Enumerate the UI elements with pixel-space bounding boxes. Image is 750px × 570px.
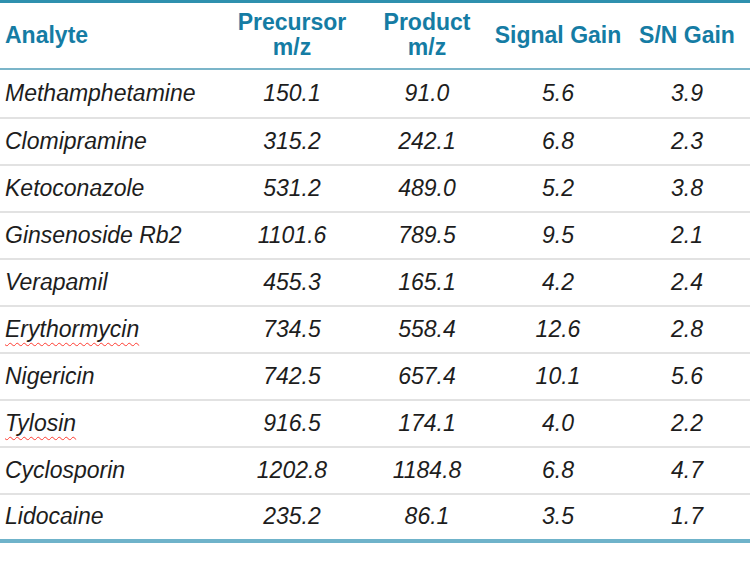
precursor-mz-cell: 150.1 [222, 69, 362, 118]
product-mz-cell: 165.1 [362, 259, 492, 306]
column-header-product-mz: Product m/z [362, 2, 492, 69]
column-header-analyte: Analyte [0, 2, 222, 69]
analyte-name: Tylosin [5, 410, 76, 436]
table-row: Erythormycin 734.5 558.4 12.6 2.8 [0, 306, 750, 353]
analyte-cell: Methamphetamine [0, 69, 222, 118]
sn-gain-cell: 4.7 [624, 447, 750, 494]
product-mz-cell: 489.0 [362, 165, 492, 212]
product-mz-cell: 789.5 [362, 212, 492, 259]
analyte-name: Cyclosporin [5, 457, 125, 483]
signal-gain-cell: 9.5 [492, 212, 624, 259]
precursor-mz-cell: 531.2 [222, 165, 362, 212]
precursor-mz-cell: 455.3 [222, 259, 362, 306]
product-mz-cell: 657.4 [362, 353, 492, 400]
column-header-signal-gain: Signal Gain [492, 2, 624, 69]
precursor-mz-cell: 734.5 [222, 306, 362, 353]
column-header-sn-gain: S/N Gain [624, 2, 750, 69]
analyte-name: Clomipramine [5, 128, 147, 154]
signal-gain-cell: 12.6 [492, 306, 624, 353]
analyte-cell: Nigericin [0, 353, 222, 400]
precursor-mz-cell: 315.2 [222, 118, 362, 165]
sn-gain-cell: 2.4 [624, 259, 750, 306]
signal-gain-cell: 10.1 [492, 353, 624, 400]
sn-gain-cell: 2.2 [624, 400, 750, 447]
table-row: Methamphetamine 150.1 91.0 5.6 3.9 [0, 69, 750, 118]
analyte-name: Verapamil [5, 269, 108, 295]
analyte-name: Erythormycin [5, 316, 139, 342]
precursor-mz-cell: 235.2 [222, 494, 362, 541]
signal-gain-cell: 4.0 [492, 400, 624, 447]
sn-gain-cell: 3.9 [624, 69, 750, 118]
sn-gain-cell: 5.6 [624, 353, 750, 400]
sn-gain-cell: 2.3 [624, 118, 750, 165]
product-mz-cell: 242.1 [362, 118, 492, 165]
product-mz-cell: 91.0 [362, 69, 492, 118]
document-page: Analyte Precursor m/z Product m/z Signal… [0, 0, 750, 570]
table-row: Clomipramine 315.2 242.1 6.8 2.3 [0, 118, 750, 165]
analyte-name: Ginsenoside Rb2 [5, 222, 181, 248]
analyte-name: Methamphetamine [5, 80, 196, 106]
analyte-cell: Erythormycin [0, 306, 222, 353]
analyte-cell: Verapamil [0, 259, 222, 306]
signal-gain-cell: 6.8 [492, 118, 624, 165]
sn-gain-cell: 1.7 [624, 494, 750, 541]
analyte-name: Nigericin [5, 363, 94, 389]
analyte-name: Ketoconazole [5, 175, 144, 201]
header-row: Analyte Precursor m/z Product m/z Signal… [0, 2, 750, 69]
analyte-cell: Lidocaine [0, 494, 222, 541]
signal-gain-cell: 4.2 [492, 259, 624, 306]
table-row: Verapamil 455.3 165.1 4.2 2.4 [0, 259, 750, 306]
sn-gain-cell: 2.1 [624, 212, 750, 259]
product-mz-cell: 558.4 [362, 306, 492, 353]
analyte-cell: Ginsenoside Rb2 [0, 212, 222, 259]
table-row: Lidocaine 235.2 86.1 3.5 1.7 [0, 494, 750, 541]
sn-gain-cell: 3.8 [624, 165, 750, 212]
precursor-mz-cell: 1101.6 [222, 212, 362, 259]
sn-gain-cell: 2.8 [624, 306, 750, 353]
product-mz-cell: 174.1 [362, 400, 492, 447]
signal-gain-cell: 5.6 [492, 69, 624, 118]
table-row: Tylosin 916.5 174.1 4.0 2.2 [0, 400, 750, 447]
table-header: Analyte Precursor m/z Product m/z Signal… [0, 2, 750, 69]
table-body: Methamphetamine 150.1 91.0 5.6 3.9 Clomi… [0, 69, 750, 541]
analyte-gains-table: Analyte Precursor m/z Product m/z Signal… [0, 0, 750, 543]
precursor-mz-cell: 742.5 [222, 353, 362, 400]
signal-gain-cell: 6.8 [492, 447, 624, 494]
table-row: Ketoconazole 531.2 489.0 5.2 3.8 [0, 165, 750, 212]
table-row: Ginsenoside Rb2 1101.6 789.5 9.5 2.1 [0, 212, 750, 259]
product-mz-cell: 1184.8 [362, 447, 492, 494]
analyte-name: Lidocaine [5, 503, 103, 529]
analyte-cell: Tylosin [0, 400, 222, 447]
product-mz-cell: 86.1 [362, 494, 492, 541]
signal-gain-cell: 3.5 [492, 494, 624, 541]
analyte-cell: Ketoconazole [0, 165, 222, 212]
analyte-cell: Cyclosporin [0, 447, 222, 494]
analyte-cell: Clomipramine [0, 118, 222, 165]
precursor-mz-cell: 916.5 [222, 400, 362, 447]
column-header-precursor-mz: Precursor m/z [222, 2, 362, 69]
signal-gain-cell: 5.2 [492, 165, 624, 212]
table-row: Nigericin 742.5 657.4 10.1 5.6 [0, 353, 750, 400]
precursor-mz-cell: 1202.8 [222, 447, 362, 494]
table-row: Cyclosporin 1202.8 1184.8 6.8 4.7 [0, 447, 750, 494]
